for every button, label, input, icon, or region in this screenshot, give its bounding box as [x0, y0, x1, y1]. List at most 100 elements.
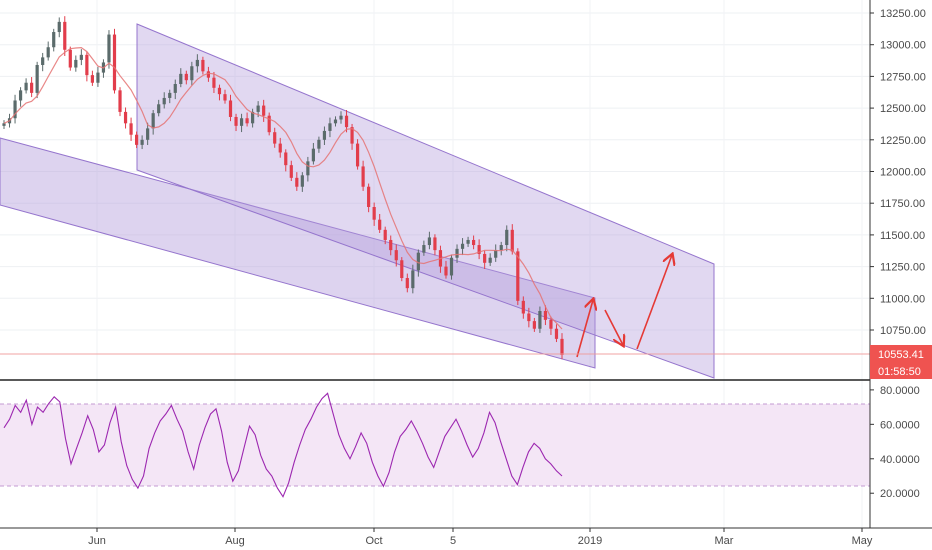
candle-body [173, 84, 177, 93]
candle-body [107, 34, 111, 63]
rsi-tick-label: 40.0000 [880, 454, 920, 466]
price-tick-label: 10750.00 [880, 325, 926, 337]
candle-body [350, 127, 354, 144]
countdown-tag-bg [870, 363, 932, 379]
candle-body [554, 328, 559, 339]
candle-body [560, 338, 564, 355]
candle-body [18, 90, 23, 101]
right-price-axis[interactable]: 10750.00 11000.00 11250.00 11500.00 11750.00… [869, 0, 932, 528]
rsi-line [3, 392, 563, 498]
candle-body [63, 21, 67, 50]
candle-body [306, 161, 310, 176]
rsi-band [0, 404, 870, 486]
candle-body [311, 148, 315, 162]
channel-drawings[interactable] [0, 23, 715, 379]
candle-body [427, 237, 432, 246]
price-tick-label: 11750.00 [880, 198, 925, 210]
time-tick-label: 2019 [578, 535, 602, 547]
time-axis[interactable]: Jun Aug Oct 5 2019 Mar May [0, 527, 932, 547]
rsi-tick-label: 80.0000 [880, 385, 920, 397]
candle-body [157, 104, 161, 114]
candle-body [162, 97, 166, 105]
candle-body [394, 250, 398, 261]
axis-background [870, 0, 932, 528]
rsi-tick-label: 20.0000 [880, 488, 920, 500]
candle-body [483, 253, 487, 263]
candle-body [505, 229, 509, 246]
candle-body [217, 87, 222, 95]
candle-body [422, 245, 426, 253]
candle-body [433, 237, 437, 251]
candle-body [444, 266, 448, 276]
candle-body [488, 257, 492, 263]
candle-body [405, 278, 409, 289]
time-tick-label: 5 [450, 535, 456, 547]
candle-body [123, 111, 128, 124]
candle-body [68, 49, 72, 68]
descending-channel-upper[interactable] [136, 23, 715, 379]
candle-body [251, 111, 255, 124]
candle-body [30, 82, 34, 93]
projection-arrow[interactable] [604, 309, 623, 345]
countdown-label: 01:58:50 [878, 366, 921, 378]
projection-arrow[interactable] [636, 255, 672, 350]
candle-body [372, 207, 376, 220]
candle-body [245, 118, 249, 124]
candle-body [411, 270, 415, 289]
candle-body [455, 248, 459, 258]
candle-body [460, 243, 465, 249]
candle-body [538, 310, 542, 329]
candles-group [2, 16, 564, 360]
candle-body [223, 94, 227, 101]
candle-body [284, 152, 288, 166]
price-pane[interactable] [0, 0, 870, 528]
candle-body [472, 239, 476, 246]
candle-body [300, 175, 304, 187]
candle-body [146, 128, 150, 140]
candle-body [532, 321, 536, 329]
candle-body [466, 239, 470, 244]
candle-body [74, 59, 78, 68]
candle-body [322, 130, 327, 140]
candle-body [378, 219, 382, 230]
candle-body [389, 239, 393, 251]
candle-body [2, 123, 6, 126]
candle-body [35, 64, 39, 93]
projection-arrow[interactable] [576, 300, 593, 358]
candle-body [168, 92, 172, 98]
candle-body [477, 245, 481, 254]
candle-body [195, 59, 199, 67]
candle-body [13, 100, 17, 119]
candle-body [79, 54, 83, 60]
last-price-tag[interactable]: 10553.41 [870, 345, 932, 363]
time-tick-label: May [852, 535, 873, 547]
candle-body [234, 116, 238, 126]
candle-body [527, 313, 531, 322]
price-tick-label: 11250.00 [880, 262, 925, 274]
candle-body [333, 119, 338, 124]
price-tick-label: 13250.00 [880, 8, 926, 20]
candle-body [96, 72, 100, 83]
candle-body [90, 75, 94, 83]
candle-body [151, 113, 155, 129]
candle-body [256, 105, 260, 112]
price-tick-label: 12000.00 [880, 167, 926, 179]
candle-body [179, 73, 183, 85]
candle-body [267, 115, 271, 133]
candle-body [129, 123, 133, 135]
candle-body [212, 77, 216, 88]
projection-arrows[interactable] [576, 255, 672, 358]
candle-body [516, 251, 520, 301]
candle-body [118, 90, 122, 112]
candle-body [295, 177, 299, 187]
candle-body [273, 132, 277, 144]
price-tick-label: 11000.00 [880, 293, 925, 305]
candle-body [228, 100, 233, 117]
rsi-pane[interactable] [0, 392, 870, 498]
candle-body [239, 118, 244, 126]
last-price-tag-bg [870, 345, 932, 363]
candle-body [278, 143, 282, 153]
candle-body [499, 245, 503, 251]
candle-body [361, 166, 365, 187]
